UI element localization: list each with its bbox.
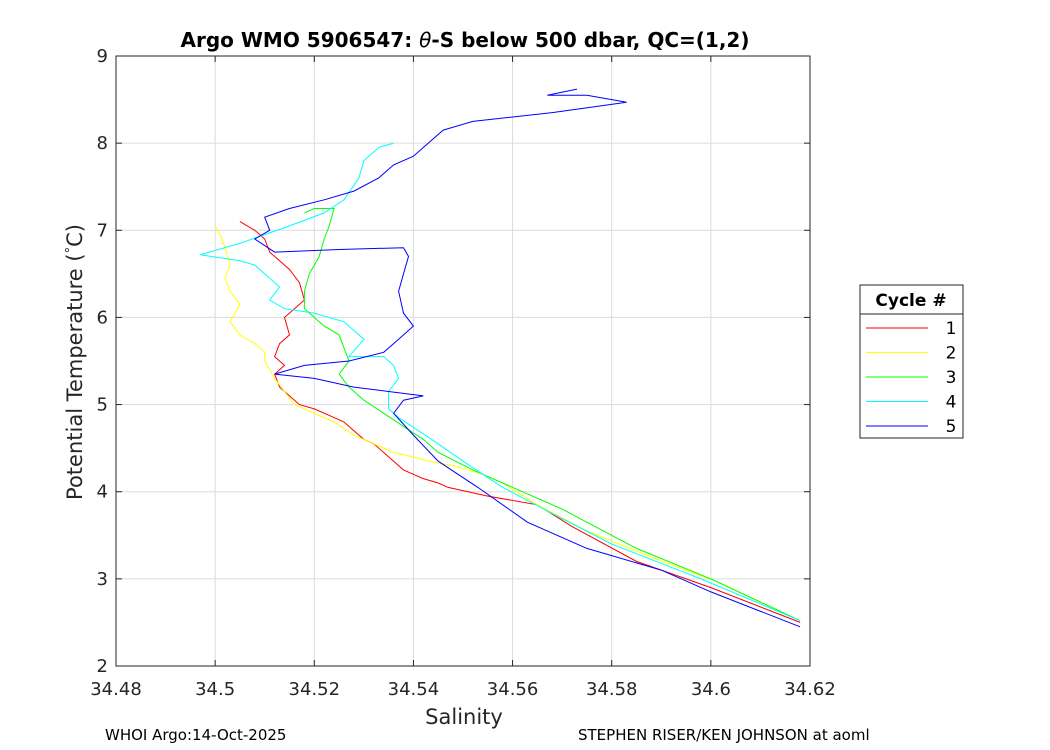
plot-area [116, 56, 810, 666]
y-axis-label: Potential Temperature (°C) [63, 224, 87, 500]
y-tick-label: 3 [97, 569, 108, 590]
legend-label-cycle-2: 2 [946, 344, 957, 364]
legend-box [859, 284, 964, 439]
x-tick-label: 34.5 [195, 679, 235, 700]
y-tick-label: 4 [97, 482, 108, 503]
x-tick-label: 34.56 [487, 679, 539, 700]
chart-title: Argo WMO 5906547: θ-S below 500 dbar, QC… [181, 28, 750, 52]
footer-right: STEPHEN RISER/KEN JOHNSON at aoml [578, 726, 870, 744]
y-tick-label: 7 [97, 220, 108, 241]
x-tick-labels: 34.48 34.5 34.52 34.54 34.56 34.58 34.6 34.62 [90, 56, 836, 700]
x-tick-label: 34.54 [388, 679, 440, 700]
legend-label-cycle-4: 4 [946, 393, 957, 413]
axes-box [115, 55, 811, 667]
legend-label-cycle-5: 5 [946, 417, 957, 437]
legend-title: Cycle # [875, 291, 946, 311]
legend: Cycle # 1 2 3 4 5 [859, 284, 964, 439]
legend-label-cycle-3: 3 [946, 368, 957, 388]
x-tick-label: 34.52 [289, 679, 341, 700]
x-tick-label: 34.62 [784, 679, 836, 700]
x-tick-label: 34.58 [586, 679, 638, 700]
x-tick-label: 34.6 [691, 679, 731, 700]
x-axis-label: Salinity [425, 705, 503, 729]
y-tick-label: 9 [97, 46, 108, 67]
y-tick-label: 2 [97, 656, 108, 677]
y-tick-labels: 2 3 4 5 6 7 8 9 [97, 46, 810, 677]
series-line-cycle-5 [253, 88, 801, 628]
y-tick-label: 6 [97, 307, 108, 328]
legend-label-cycle-1: 1 [946, 319, 957, 339]
x-tick-label: 34.48 [90, 679, 142, 700]
y-tick-label: 8 [97, 133, 108, 154]
series-line-cycle-4 [200, 142, 801, 622]
series-line-cycle-1 [239, 221, 801, 623]
series-lines [200, 88, 801, 628]
footer-left: WHOI Argo:14-Oct-2025 [105, 726, 286, 744]
grid [115, 55, 811, 667]
y-tick-label: 5 [97, 395, 108, 416]
